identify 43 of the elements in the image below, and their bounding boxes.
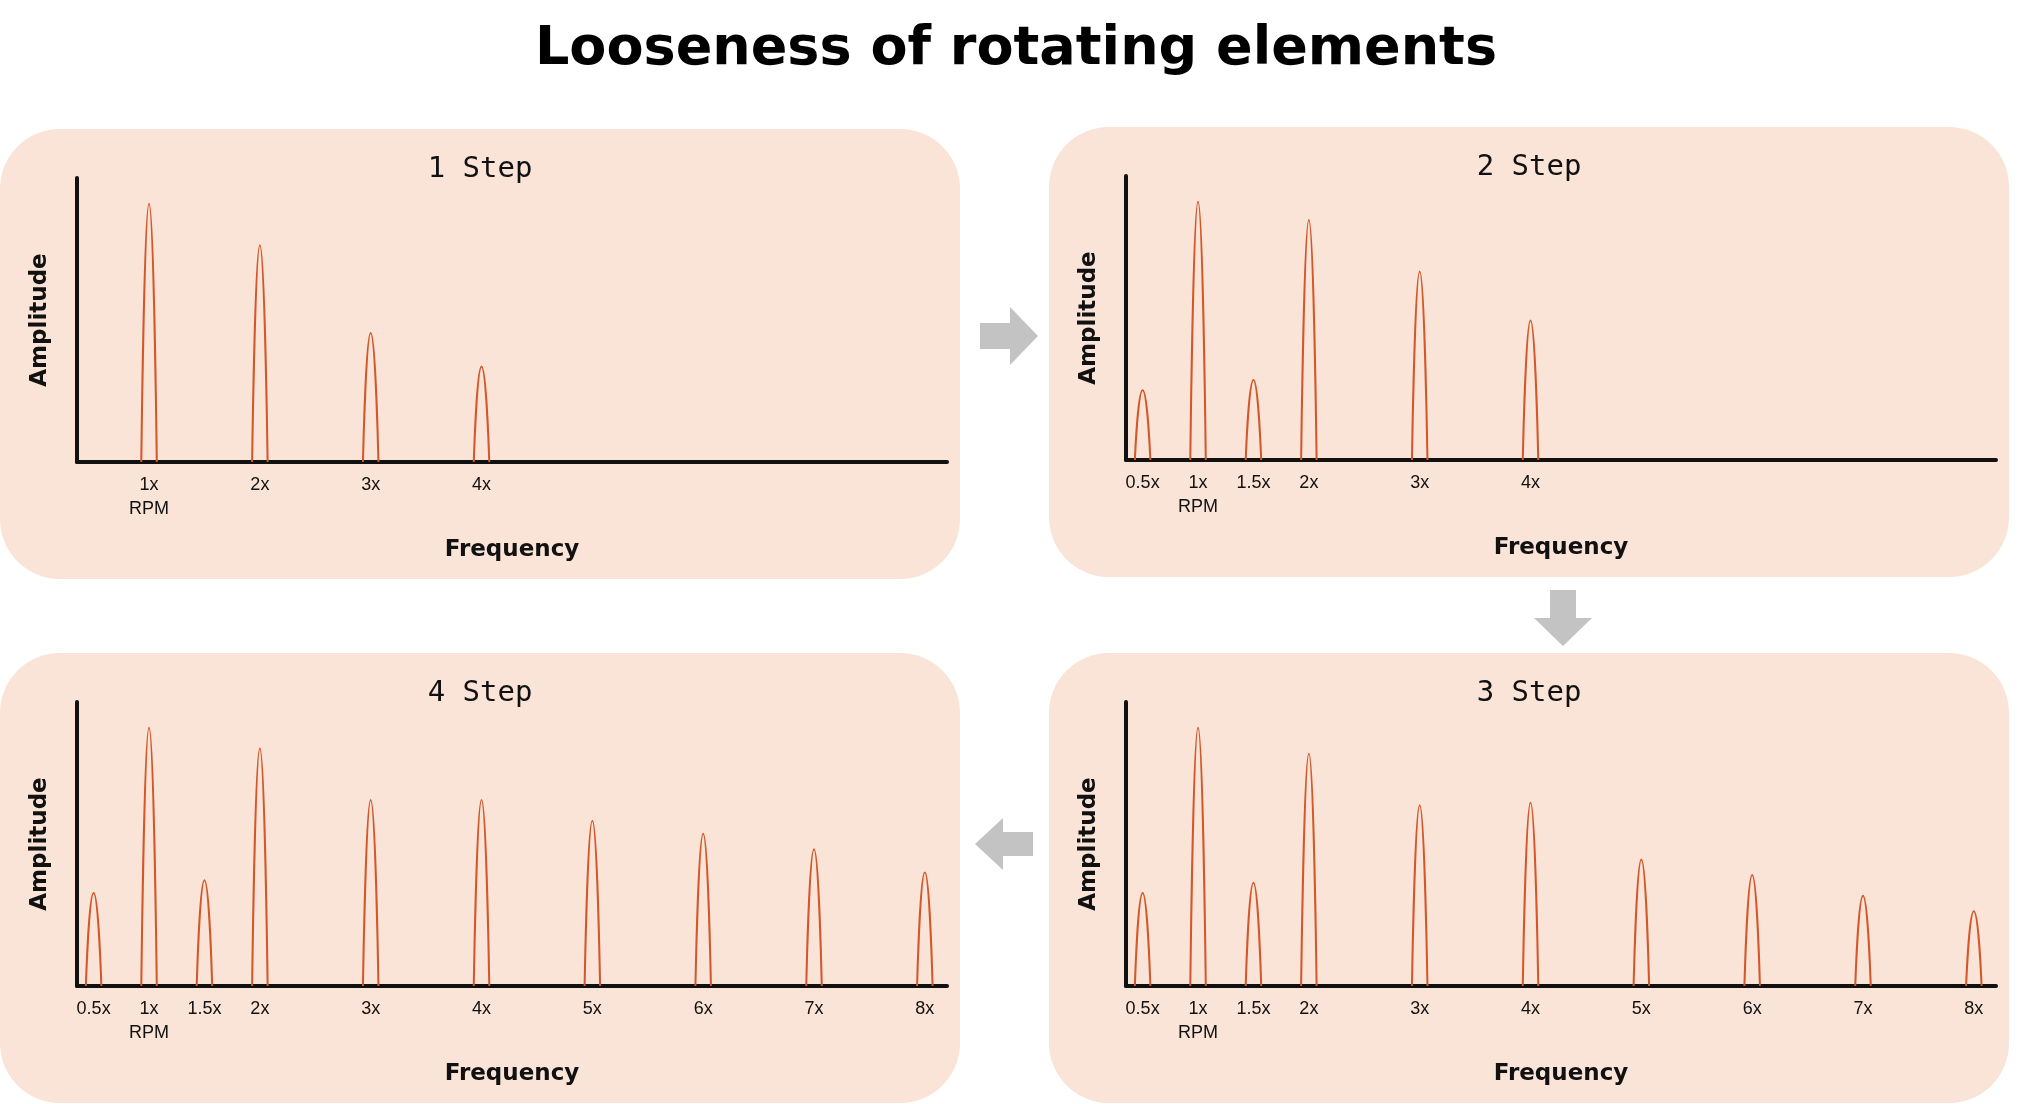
x-tick-label: 8x	[915, 998, 935, 1018]
x-tick-label: 4x	[1521, 472, 1541, 492]
x-tick-label: 1x RPM	[1178, 472, 1219, 516]
x-tick-label: 6x	[693, 998, 713, 1018]
chart-title: Looseness of rotating elements	[533, 14, 1499, 77]
x-tick-label: 4x	[1521, 998, 1541, 1018]
x-tick-label: 1x RPM	[129, 474, 170, 518]
x-tick-label: 5x	[1631, 998, 1651, 1018]
x-tick-label: 3x	[361, 998, 381, 1018]
chart-subtitle: 4 Step	[427, 673, 533, 708]
y-axis-title: Amplitude	[1073, 251, 1100, 385]
x-tick-label: 3x	[1410, 998, 1430, 1018]
x-tick-label: 0.5x	[76, 998, 111, 1018]
x-tick-label: 2x	[1299, 998, 1319, 1018]
x-axis-title: Frequency	[1493, 1058, 1629, 1085]
x-tick-label: 5x	[582, 998, 602, 1018]
x-tick-label: 4x	[472, 474, 492, 494]
y-axis-title: Amplitude	[1073, 777, 1100, 911]
x-tick-label: 3x	[1410, 472, 1430, 492]
x-tick-label: 3x	[361, 474, 381, 494]
x-tick-label: 1.5x	[1236, 998, 1271, 1018]
x-tick-label: 2x	[250, 474, 270, 494]
chart-subtitle: 1 Step	[427, 149, 533, 184]
x-axis-title: Frequency	[444, 534, 580, 561]
chart-subtitle: 2 Step	[1476, 147, 1582, 182]
x-tick-label: 7x	[804, 998, 824, 1018]
x-axis-title: Frequency	[1493, 532, 1629, 559]
chart-subtitle: 3 Step	[1476, 673, 1582, 708]
x-tick-label: 2x	[250, 998, 270, 1018]
y-axis-title: Amplitude	[24, 253, 51, 387]
x-tick-label: 2x	[1299, 472, 1319, 492]
x-tick-label: 8x	[1964, 998, 1984, 1018]
x-tick-label: 7x	[1853, 998, 1873, 1018]
x-tick-label: 1x RPM	[129, 998, 170, 1042]
y-axis-title: Amplitude	[24, 777, 51, 911]
x-tick-label: 0.5x	[1125, 472, 1160, 492]
x-tick-label: 0.5x	[1125, 998, 1160, 1018]
x-tick-label: 1.5x	[187, 998, 222, 1018]
x-axis-title: Frequency	[444, 1058, 580, 1085]
x-tick-label: 1x RPM	[1178, 998, 1219, 1042]
x-tick-label: 6x	[1742, 998, 1762, 1018]
x-tick-label: 4x	[472, 998, 492, 1018]
x-tick-label: 1.5x	[1236, 472, 1271, 492]
